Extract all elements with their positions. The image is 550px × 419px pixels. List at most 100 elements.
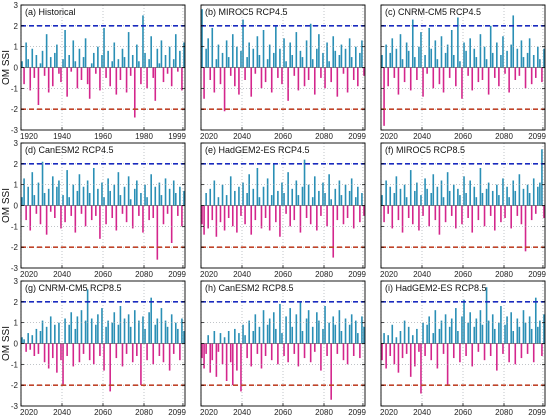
bar — [49, 205, 52, 212]
bar — [528, 193, 531, 206]
bar — [160, 195, 163, 206]
bar — [477, 205, 480, 221]
bar — [539, 59, 541, 68]
bar — [209, 188, 212, 206]
bar — [496, 343, 498, 371]
bar — [150, 36, 152, 68]
x-tick-label: 2060 — [94, 408, 112, 417]
bar — [177, 67, 179, 72]
bar — [483, 205, 486, 227]
bar — [320, 67, 322, 78]
bar — [432, 333, 435, 344]
x-tick-label: 2040 — [413, 408, 431, 417]
bar — [287, 172, 289, 206]
bar — [162, 205, 165, 225]
bar — [23, 178, 25, 206]
bar — [459, 61, 461, 68]
bar — [283, 343, 285, 356]
bar — [107, 50, 109, 68]
bar — [409, 67, 412, 91]
bar — [401, 343, 404, 359]
x-tick-label: 1980 — [135, 132, 153, 141]
x-tick-label: 1940 — [53, 132, 71, 141]
bar — [346, 67, 349, 93]
bar — [279, 303, 281, 344]
bar — [262, 310, 265, 344]
bar — [264, 205, 267, 218]
bar — [223, 337, 226, 344]
bar — [101, 308, 103, 344]
x-tick-label: 2020 — [200, 270, 218, 279]
bar — [405, 197, 408, 206]
bar — [539, 320, 541, 344]
bar — [211, 27, 214, 68]
bar — [479, 34, 482, 68]
bar — [518, 326, 521, 344]
bar — [51, 176, 54, 206]
bar — [31, 48, 34, 68]
bar — [500, 306, 502, 344]
bar — [113, 42, 116, 68]
bar — [403, 67, 406, 83]
bar — [530, 67, 533, 85]
x-tick-label: 2040 — [233, 270, 251, 279]
bar — [330, 343, 332, 400]
bar — [534, 297, 537, 344]
bar — [434, 40, 437, 68]
bar — [514, 67, 517, 80]
bar — [479, 168, 482, 206]
bar — [389, 343, 392, 356]
bar — [86, 67, 89, 85]
x-tick-label: 2099 — [348, 408, 366, 417]
y-tick-label: -1 — [11, 222, 19, 231]
bar — [47, 188, 50, 206]
bar — [303, 67, 306, 87]
bar — [166, 326, 169, 344]
x-tick-label: 2080 — [135, 270, 153, 279]
bar — [136, 180, 138, 206]
bar — [254, 67, 257, 74]
bar — [418, 46, 420, 68]
bar — [473, 326, 476, 344]
bar — [58, 180, 60, 206]
bar — [148, 312, 150, 344]
bar — [496, 184, 498, 206]
bar — [452, 184, 455, 206]
bar — [473, 48, 476, 68]
bar — [152, 205, 155, 218]
bar — [403, 320, 406, 344]
bar — [430, 343, 433, 361]
bar — [524, 67, 527, 89]
bar — [162, 67, 165, 83]
bar — [23, 67, 25, 85]
bar — [420, 32, 422, 68]
bar — [62, 59, 64, 68]
bar — [489, 25, 492, 68]
bar — [152, 343, 155, 365]
bar — [414, 57, 416, 68]
bar — [31, 335, 34, 344]
bar — [436, 186, 439, 206]
bar — [397, 205, 400, 221]
bar — [272, 312, 275, 344]
bar — [213, 67, 216, 93]
bar — [322, 52, 324, 68]
bar — [318, 320, 320, 344]
bar — [76, 316, 79, 344]
chart-panel-a: -3 -2 -1 0 1 2 3 1920 1940 1960 1980 1999 (a) Histor… — [1, 1, 187, 141]
bar — [179, 343, 181, 361]
bar — [225, 40, 228, 68]
bar — [80, 67, 83, 80]
bar — [158, 343, 161, 356]
bar — [183, 42, 185, 68]
bar — [416, 328, 418, 344]
bar — [416, 67, 418, 80]
bar — [258, 55, 261, 68]
bar — [352, 67, 355, 80]
y-tick-label: 2 — [14, 160, 19, 169]
bar — [295, 32, 298, 68]
bar — [514, 343, 517, 365]
bar — [363, 326, 365, 344]
